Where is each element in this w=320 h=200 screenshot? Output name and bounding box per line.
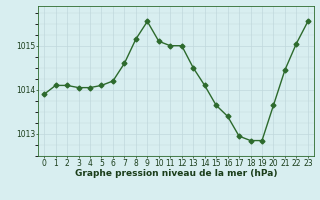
X-axis label: Graphe pression niveau de la mer (hPa): Graphe pression niveau de la mer (hPa)	[75, 169, 277, 178]
